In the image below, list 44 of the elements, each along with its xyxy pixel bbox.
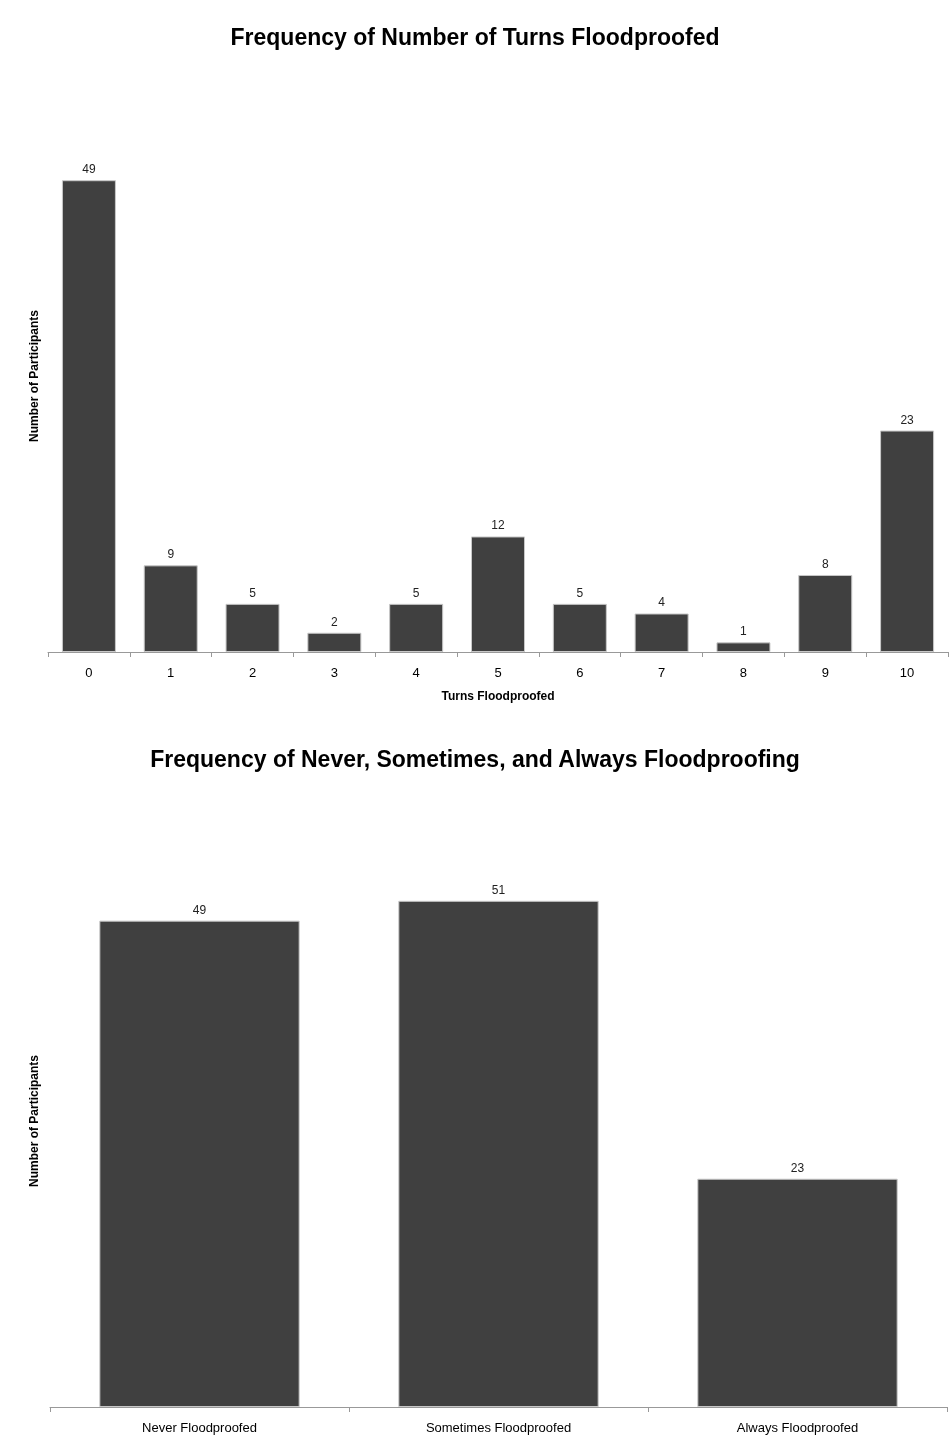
x-tick-label: Sometimes Floodproofed [425, 1420, 572, 1435]
x-tick-label: 7 [658, 665, 666, 680]
data-label: 49 [192, 902, 207, 917]
x-tick-label: 10 [899, 665, 915, 680]
bar [716, 642, 771, 652]
x-tick-label: 4 [412, 665, 420, 680]
x-tick-label: 0 [85, 665, 93, 680]
y-axis-title: Number of Participants [27, 1054, 41, 1188]
x-tick-label: 8 [739, 665, 748, 680]
data-label: 23 [790, 1160, 805, 1175]
bar [389, 603, 444, 652]
data-label: 5 [576, 585, 584, 600]
data-label: 12 [491, 518, 505, 533]
chart-title: Frequency of Number of Turns Floodproofed [230, 23, 720, 50]
bar [798, 574, 853, 652]
bar [307, 632, 362, 652]
bar [552, 603, 607, 652]
y-axis-title: Number of Participants [27, 309, 41, 443]
data-label: 2 [331, 614, 339, 629]
x-tick-label: 6 [576, 665, 584, 680]
bar [880, 430, 935, 652]
bar [225, 603, 280, 652]
x-axis-title: Turns Floodproofed [441, 689, 555, 703]
data-label: 4 [658, 595, 666, 610]
data-label: 51 [491, 882, 506, 897]
x-tick-label: 2 [248, 665, 257, 680]
x-tick-label: 5 [494, 665, 502, 680]
x-tick-label: Never Floodproofed [142, 1420, 257, 1435]
x-tick-label: Always Floodproofed [736, 1420, 859, 1435]
chart-title: Frequency of Never, Sometimes, and Always Floodproofing [150, 745, 800, 772]
data-label: 9 [167, 547, 175, 562]
x-tick-label: 9 [821, 665, 829, 680]
bar [61, 180, 116, 652]
data-label: 5 [249, 585, 257, 600]
bar [471, 536, 525, 652]
data-label: 49 [82, 162, 96, 177]
data-label: 5 [412, 585, 420, 600]
x-tick-label: 1 [167, 665, 175, 680]
x-tick-label: 3 [330, 665, 338, 680]
data-label: 1 [740, 624, 748, 639]
data-label: 8 [821, 556, 829, 571]
data-label: 23 [900, 412, 915, 427]
bar [143, 565, 198, 652]
bar [634, 613, 689, 652]
